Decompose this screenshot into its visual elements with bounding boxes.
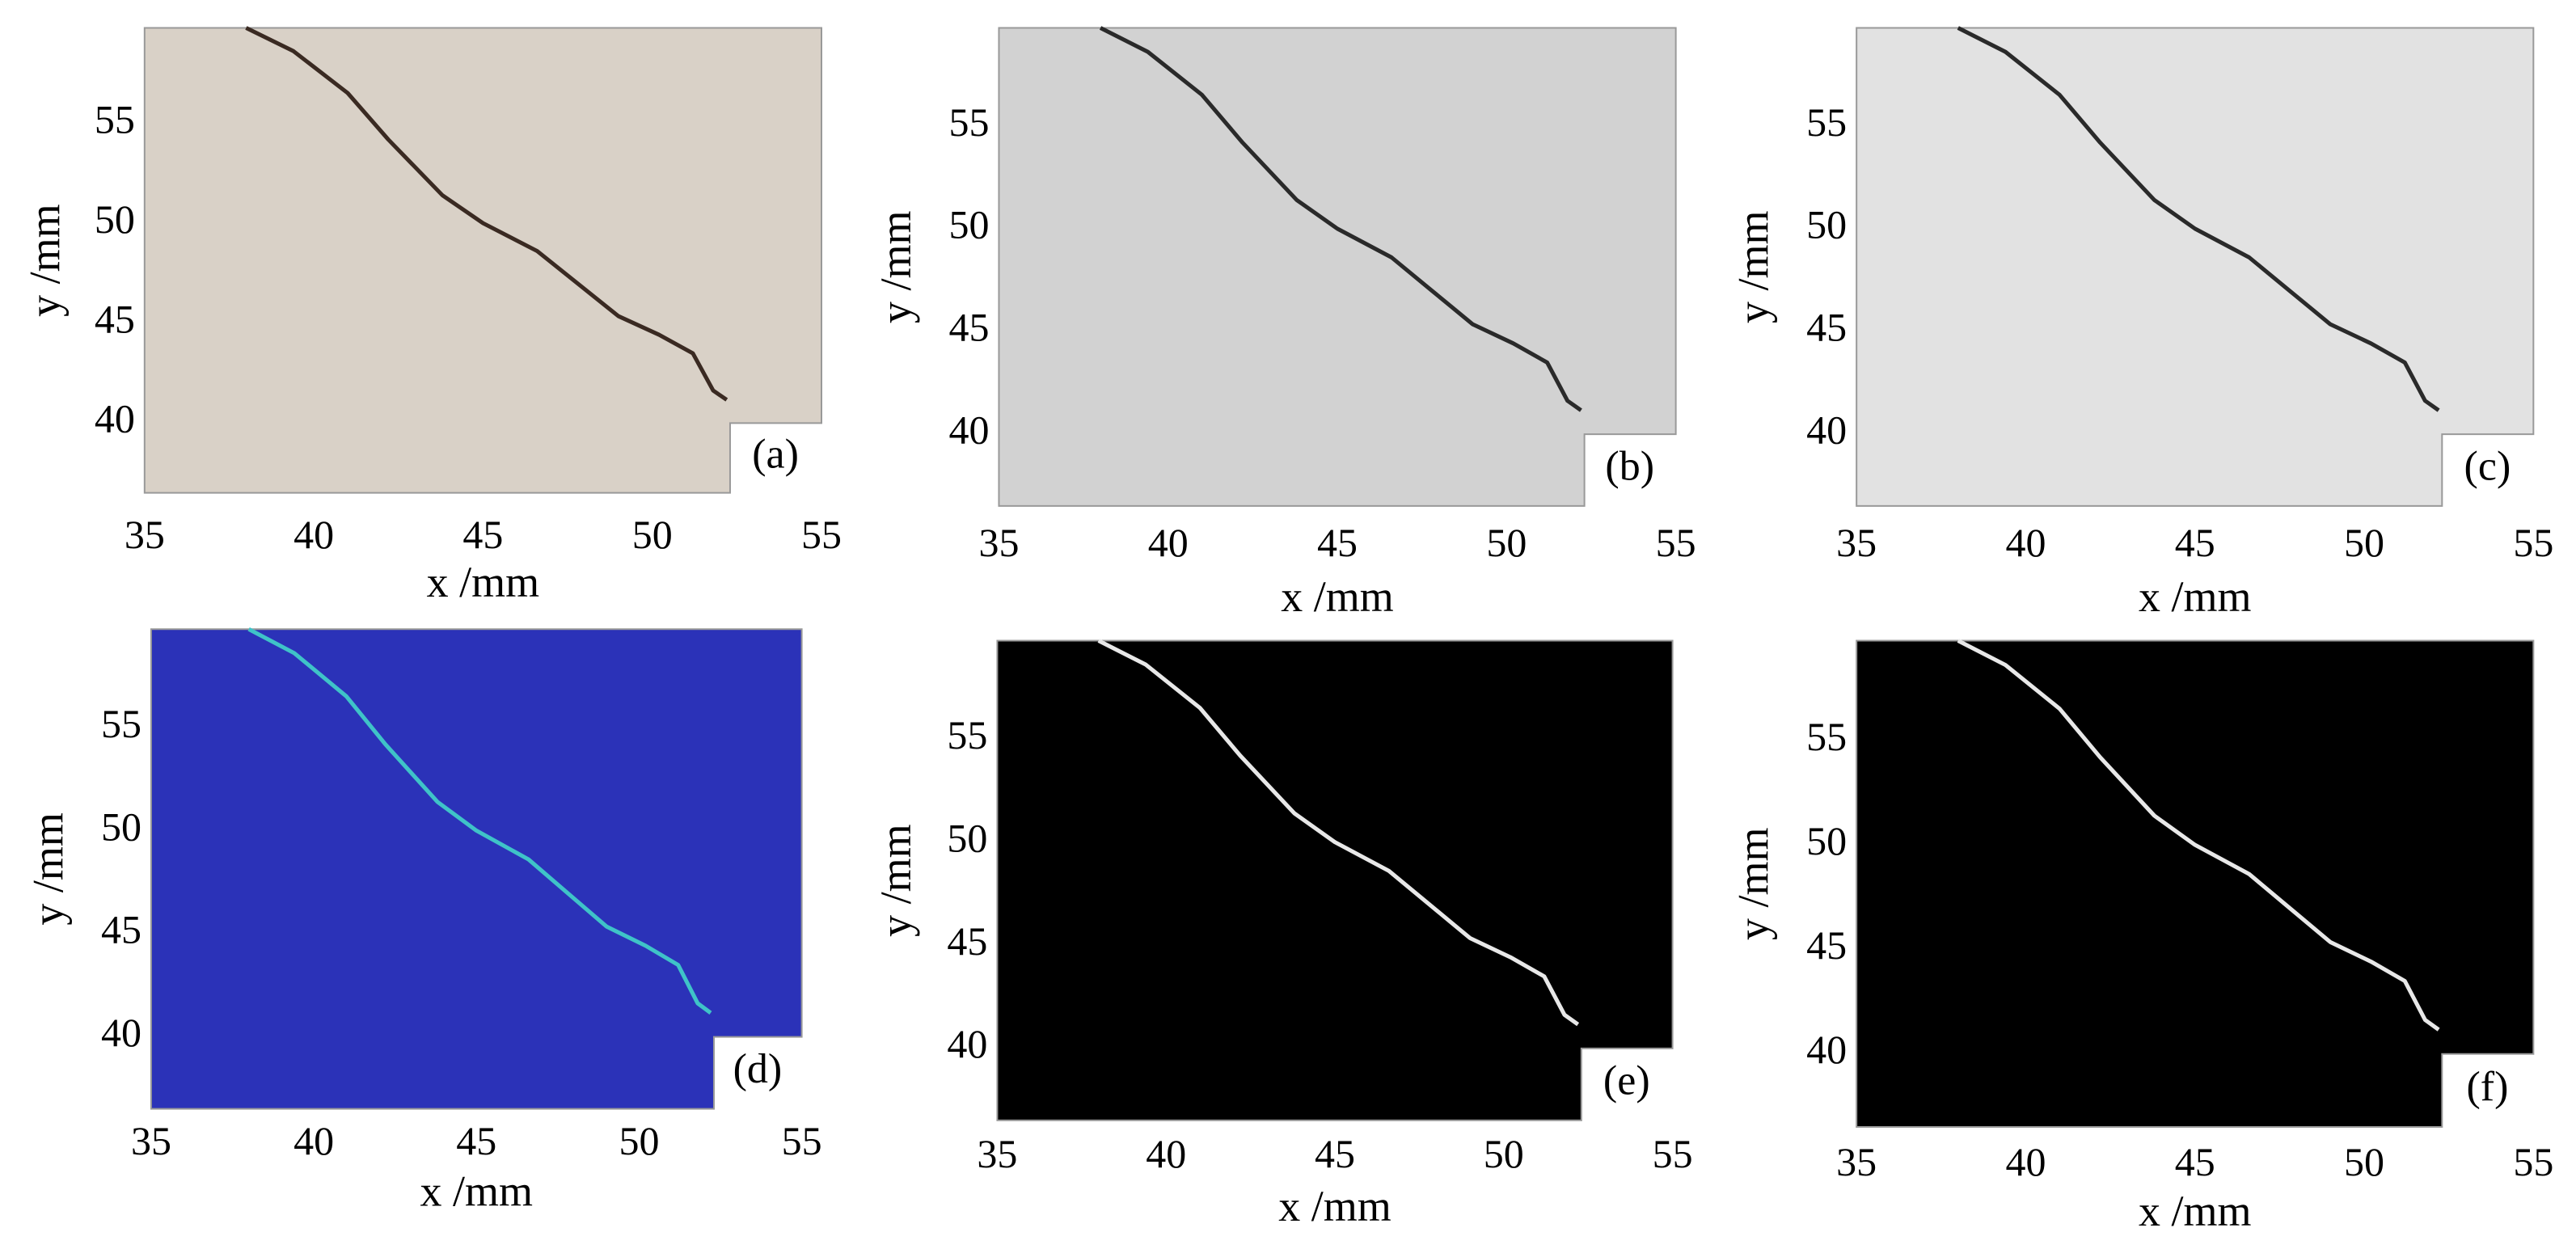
y-tick-label: 50: [1806, 818, 1847, 863]
x-tick-label: 45: [1317, 520, 1358, 565]
y-tick-label: 40: [1806, 407, 1847, 453]
y-tick-label: 40: [101, 1010, 141, 1055]
crack: [1099, 26, 1582, 412]
image-panel: [1856, 639, 2535, 1128]
y-tick-label: 55: [95, 96, 135, 141]
panel-label: (d): [733, 1046, 783, 1092]
x-tick-label: 50: [2344, 1139, 2384, 1184]
y-axis-label: y /mm: [872, 824, 920, 937]
x-tick-label: 40: [293, 512, 334, 557]
x-axis-label: x /mm: [2139, 572, 2252, 621]
y-tick-label: 45: [948, 305, 989, 350]
x-tick-label: 55: [782, 1118, 822, 1163]
y-axis-label: y /mm: [1729, 827, 1778, 940]
image-panel: [150, 628, 803, 1110]
y-tick-label: 50: [101, 804, 141, 849]
x-tick-label: 40: [2005, 1139, 2046, 1184]
x-tick-label: 45: [2175, 520, 2215, 565]
y-tick-label: 45: [95, 296, 135, 341]
x-tick-label: 55: [1656, 520, 1696, 565]
y-tick-label: 45: [1806, 922, 1847, 968]
y-axis-label: y /mm: [23, 812, 72, 926]
x-tick-label: 35: [977, 1131, 1017, 1176]
x-tick-label: 45: [1315, 1131, 1355, 1176]
y-tick-label: 55: [1806, 99, 1847, 145]
x-tick-label: 35: [1836, 520, 1877, 565]
x-tick-label: 55: [1653, 1131, 1693, 1176]
x-tick-label: 35: [978, 520, 1019, 565]
x-axis-label: x /mm: [1281, 572, 1394, 621]
x-tick-label: 55: [2513, 520, 2553, 565]
x-axis-label: x /mm: [420, 1167, 534, 1216]
y-tick-label: 50: [948, 202, 989, 247]
y-tick-label: 55: [947, 712, 987, 757]
y-tick-label: 40: [948, 407, 989, 453]
y-tick-label: 55: [1806, 714, 1847, 759]
y-tick-label: 40: [947, 1021, 987, 1066]
y-tick-label: 45: [1806, 305, 1847, 350]
x-tick-label: 35: [131, 1118, 171, 1163]
x-tick-label: 40: [2005, 520, 2046, 565]
crack: [245, 26, 728, 402]
x-tick-label: 45: [456, 1118, 496, 1163]
y-tick-label: 50: [1806, 202, 1847, 247]
y-tick-label: 45: [101, 907, 141, 952]
image-panel: [996, 639, 1674, 1121]
y-axis-label: y /mm: [872, 210, 920, 323]
x-axis-label: x /mm: [1278, 1182, 1391, 1230]
y-tick-label: 55: [948, 99, 989, 145]
x-tick-label: 55: [801, 512, 842, 557]
x-tick-label: 45: [2175, 1139, 2215, 1184]
image-panel: [143, 27, 822, 494]
image-panel: [998, 27, 1677, 507]
x-tick-label: 40: [293, 1118, 334, 1163]
x-axis-label: x /mm: [2139, 1187, 2252, 1235]
crack: [1097, 639, 1580, 1027]
panel-label: (a): [752, 431, 799, 477]
panel-label: (e): [1603, 1057, 1650, 1103]
crack: [247, 627, 712, 1015]
y-tick-label: 50: [947, 816, 987, 861]
x-tick-label: 40: [1146, 1131, 1186, 1176]
image-panel: [1856, 27, 2535, 507]
x-axis-label: x /mm: [427, 558, 540, 606]
x-tick-label: 45: [462, 512, 503, 557]
y-axis-label: y /mm: [20, 204, 69, 317]
x-tick-label: 40: [1148, 520, 1189, 565]
x-tick-label: 50: [632, 512, 673, 557]
x-tick-label: 50: [619, 1118, 659, 1163]
x-tick-label: 50: [1484, 1131, 1524, 1176]
x-tick-label: 50: [1486, 520, 1527, 565]
panel-label: (f): [2466, 1064, 2508, 1110]
y-tick-label: 40: [1806, 1027, 1847, 1072]
y-tick-label: 50: [95, 196, 135, 242]
x-tick-label: 35: [1836, 1139, 1877, 1184]
crack: [1957, 26, 2440, 412]
panel-label: (b): [1605, 443, 1654, 489]
crack: [1957, 639, 2440, 1032]
y-axis-label: y /mm: [1729, 210, 1778, 323]
x-tick-label: 50: [2344, 520, 2384, 565]
panel-label: (c): [2464, 443, 2511, 489]
y-tick-label: 40: [95, 396, 135, 441]
y-tick-label: 45: [947, 918, 987, 964]
x-tick-label: 35: [125, 512, 165, 557]
x-tick-label: 55: [2513, 1139, 2553, 1184]
y-tick-label: 55: [101, 701, 141, 746]
